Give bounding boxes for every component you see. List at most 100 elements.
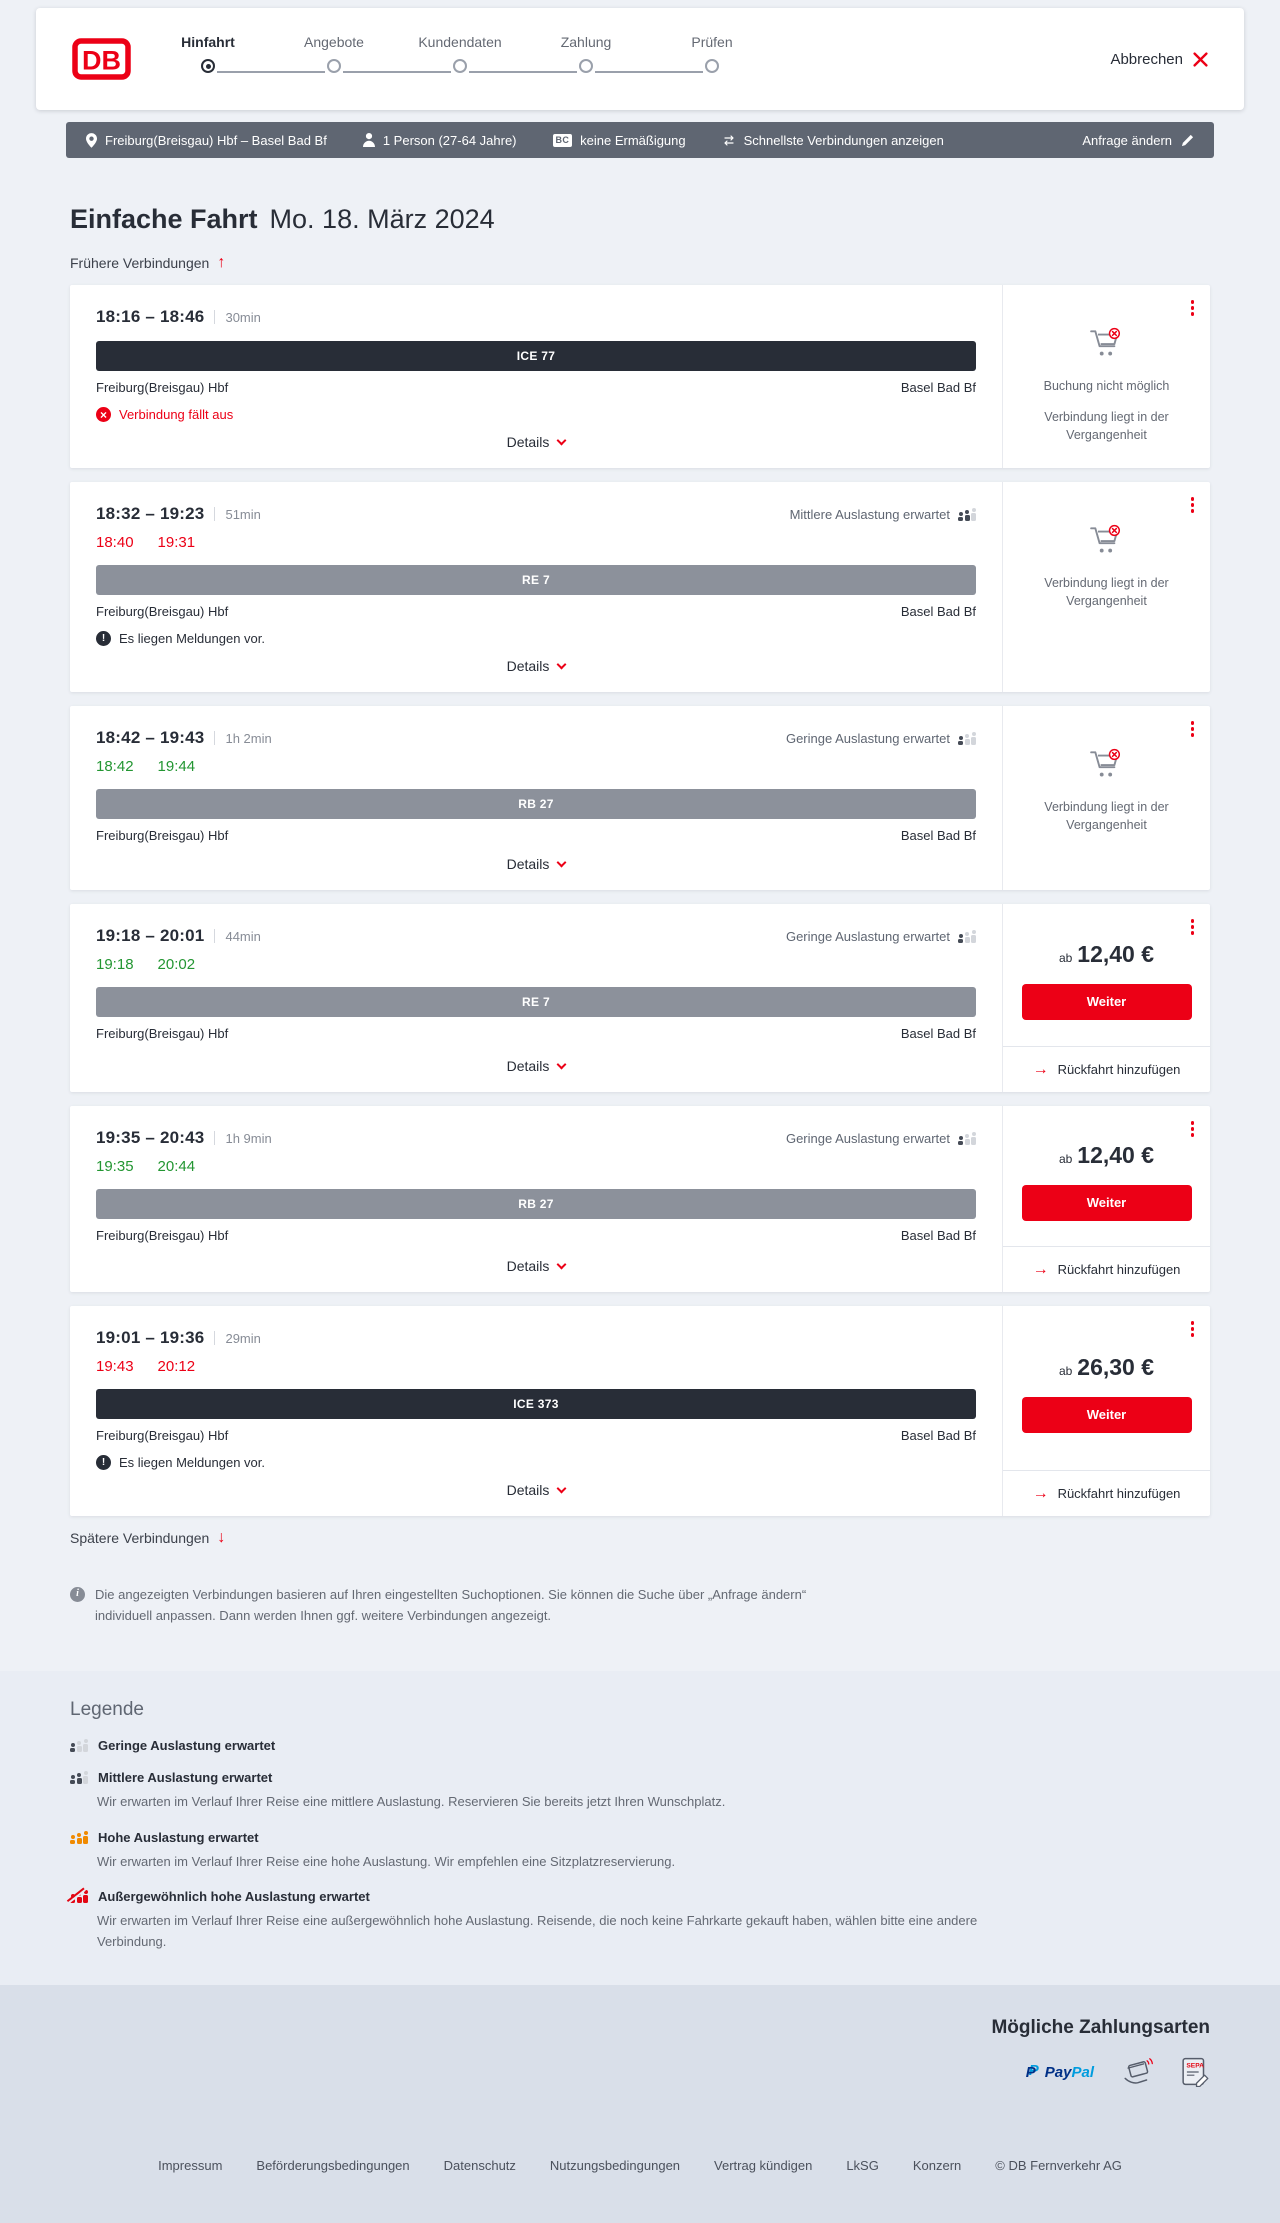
connection-main: 18:32 – 19:23 51min Mittlere Auslastung …: [70, 482, 1002, 692]
connection-message: Es liegen Meldungen vor.: [119, 1455, 265, 1470]
person-icon: [362, 133, 375, 147]
duration: 1h 2min: [225, 730, 272, 746]
footer-link-konzern[interactable]: Konzern: [912, 2157, 962, 2173]
cancel-button[interactable]: Abbrechen: [1110, 51, 1208, 68]
details-button[interactable]: Details: [503, 1046, 570, 1078]
train-label: RE 7: [96, 987, 976, 1017]
results-section: Einfache Fahrt Mo. 18. März 2024 Frühere …: [0, 158, 1280, 1671]
step-dot: [705, 59, 719, 73]
step-kundendaten[interactable]: Kundendaten: [343, 34, 523, 73]
train-label: ICE 373: [96, 1389, 976, 1419]
details-button[interactable]: Details: [503, 1246, 570, 1278]
chevron-down-icon: [556, 659, 567, 669]
connection-card: 18:32 – 19:23 51min Mittlere Auslastung …: [70, 482, 1210, 692]
pencil-icon: [1181, 134, 1194, 146]
search-summary-bar: Freiburg(Breisgau) Hbf – Basel Bad Bf 1 …: [66, 122, 1214, 158]
kebab-menu-button[interactable]: [1188, 1318, 1198, 1340]
footer-link-befoerderungsbedingungen[interactable]: Beförderungsbedingungen: [256, 2157, 410, 2173]
arrow-right-icon: →: [1032, 1060, 1049, 1078]
origin-station: Freiburg(Breisgau) Hbf: [96, 380, 229, 395]
separator: [214, 929, 216, 943]
time-range: 18:42 – 19:43: [96, 728, 205, 747]
bahncard-icon: BC: [552, 133, 573, 147]
details-button[interactable]: Details: [503, 844, 570, 876]
price: ab 12,40 €: [1058, 940, 1155, 967]
svg-text:SEPA: SEPA: [1186, 2063, 1204, 2070]
occupancy-icon: [958, 930, 976, 943]
duration: 29min: [225, 1330, 261, 1346]
occupancy-icon: [958, 732, 976, 745]
add-return-button[interactable]: → Rückfahrt hinzufügen: [1003, 1470, 1210, 1516]
details-button[interactable]: Details: [503, 422, 570, 454]
step-hinfahrt[interactable]: Hinfahrt: [145, 34, 271, 73]
details-button[interactable]: Details: [503, 1470, 570, 1502]
occupancy-indicator: Geringe Auslastung erwartet: [786, 929, 976, 944]
sepa-direct-debit-icon: SEPA: [1182, 2057, 1209, 2088]
legend-title: Legende: [70, 1698, 144, 1720]
separator: [214, 310, 216, 324]
weiter-button[interactable]: Weiter: [1021, 1396, 1192, 1433]
footer-link-lksg[interactable]: LkSG: [846, 2157, 879, 2173]
arrow-down-icon: ↓: [217, 1529, 226, 1546]
chevron-down-icon: [556, 435, 567, 445]
paypal-mark-icon: P P: [1025, 2062, 1039, 2082]
alert-icon: [96, 631, 111, 646]
occupancy-low-icon: [70, 1739, 88, 1752]
occupancy-icon: [958, 1132, 976, 1145]
price: ab 26,30 €: [1058, 1353, 1155, 1380]
step-zahlung[interactable]: Zahlung: [469, 34, 649, 73]
duration: 51min: [225, 506, 261, 522]
realtime-departure: 19:35: [96, 1158, 134, 1175]
kebab-menu-button[interactable]: [1188, 297, 1198, 319]
time-range: 19:01 – 19:36: [96, 1328, 205, 1347]
db-logo-text: DB: [82, 46, 121, 76]
booking-panel: ab 12,40 € Weiter → Rückfahrt hinzufügen: [1002, 1106, 1210, 1292]
progress-stepper: Hinfahrt Angebote Kundendaten Zahlung Pr: [145, 8, 775, 73]
weiter-button[interactable]: Weiter: [1021, 983, 1192, 1020]
footer-link-nutzungsbedingungen[interactable]: Nutzungsbedingungen: [549, 2157, 681, 2173]
legend-item: Außergewöhnlich hohe Auslastung erwartet…: [70, 1889, 1210, 1953]
connection-message: Verbindung fällt aus: [119, 407, 234, 422]
weiter-button[interactable]: Weiter: [1021, 1184, 1192, 1221]
change-request-button[interactable]: Anfrage ändern: [1082, 133, 1194, 148]
footer-link-impressum[interactable]: Impressum: [158, 2157, 223, 2173]
kebab-menu-button[interactable]: [1188, 916, 1198, 938]
step-pruefen[interactable]: Prüfen: [595, 34, 775, 73]
cancelled-icon: [96, 407, 111, 422]
destination-station: Basel Bad Bf: [900, 604, 976, 619]
realtime-departure: 18:40: [96, 534, 134, 551]
connection-main: 19:18 – 20:01 44min Geringe Auslastung e…: [70, 904, 1002, 1092]
earlier-connections-link[interactable]: Frühere Verbindungen ↑: [70, 254, 226, 272]
summary-route: Freiburg(Breisgau) Hbf – Basel Bad Bf: [86, 133, 327, 148]
separator: [214, 507, 216, 521]
occupancy-high-icon: [70, 1831, 88, 1844]
occupancy-indicator: Geringe Auslastung erwartet: [786, 1131, 976, 1146]
later-connections-link[interactable]: Spätere Verbindungen ↓: [70, 1529, 226, 1547]
details-button[interactable]: Details: [503, 646, 570, 678]
close-icon: [1193, 51, 1208, 67]
legend-item: Mittlere Auslastung erwartet Wir erwarte…: [70, 1770, 1210, 1813]
footer-link-vertrag-kuendigen[interactable]: Vertrag kündigen: [714, 2157, 813, 2173]
add-return-button[interactable]: → Rückfahrt hinzufügen: [1003, 1046, 1210, 1092]
separator: [214, 731, 216, 745]
paypal-icon: P P Pay Pal: [1025, 2062, 1094, 2082]
search-options-note: Die angezeigten Verbindungen basieren au…: [70, 1584, 860, 1627]
occupancy-indicator: Geringe Auslastung erwartet: [786, 731, 976, 746]
booking-status: Buchung nicht möglich: [1043, 379, 1170, 393]
footer-link-datenschutz[interactable]: Datenschutz: [443, 2157, 516, 2173]
origin-station: Freiburg(Breisgau) Hbf: [96, 604, 229, 619]
kebab-menu-button[interactable]: [1188, 1118, 1198, 1140]
step-dot: [327, 59, 341, 73]
kebab-menu-button[interactable]: [1188, 718, 1198, 740]
connection-main: 18:42 – 19:43 1h 2min Geringe Auslastung…: [70, 706, 1002, 890]
summary-passenger: 1 Person (27-64 Jahre): [362, 133, 517, 148]
connection-card: 18:42 – 19:43 1h 2min Geringe Auslastung…: [70, 706, 1210, 890]
step-angebote[interactable]: Angebote: [217, 34, 397, 73]
destination-station: Basel Bad Bf: [900, 1428, 976, 1443]
kebab-menu-button[interactable]: [1188, 494, 1198, 516]
add-return-button[interactable]: → Rückfahrt hinzufügen: [1003, 1246, 1210, 1292]
chevron-down-icon: [556, 1259, 567, 1269]
train-label: ICE 77: [96, 341, 976, 371]
summary-discount: BC keine Ermäßigung: [552, 133, 686, 148]
step-dot: [579, 59, 593, 73]
